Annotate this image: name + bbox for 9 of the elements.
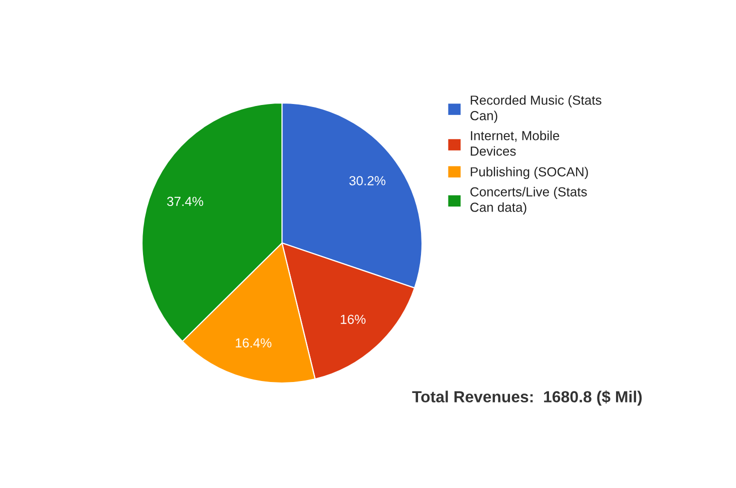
text: Total Revenues: 1680.8 ($ Mil): [412, 390, 642, 406]
legend-label: Internet, Mobile Devices: [470, 130, 560, 156]
legend-label: Publishing (SOCAN): [470, 166, 588, 180]
data-label: 30.2%: [349, 176, 386, 186]
legend-label: Concerts/Live (Stats Can data): [470, 186, 587, 214]
legend-label: Recorded Music (Stats Can): [470, 95, 602, 123]
data-label: 37.4%: [167, 196, 204, 206]
data-label: 16.4%: [236, 338, 272, 348]
data-label: 16%: [340, 314, 366, 324]
